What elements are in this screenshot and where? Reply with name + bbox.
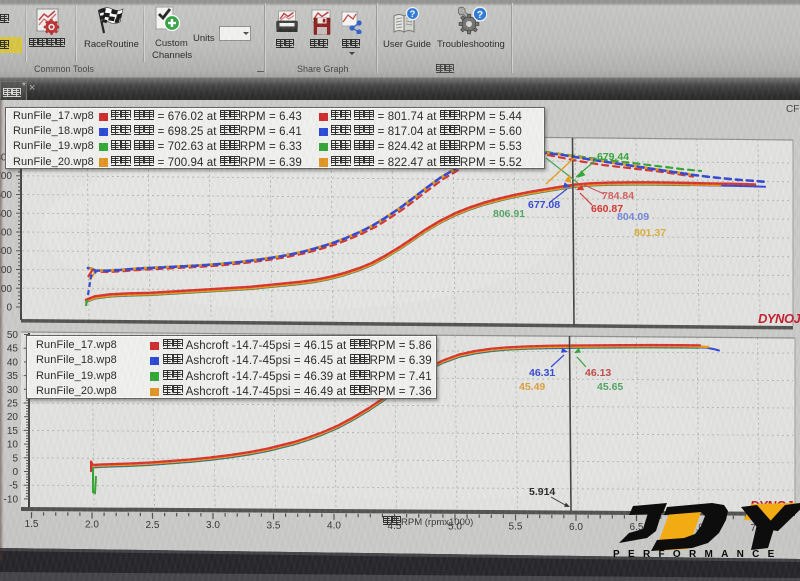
svg-text:300: 300 <box>0 246 12 257</box>
svg-text:46.13: 46.13 <box>585 367 611 379</box>
svg-text:6.5: 6.5 <box>630 522 644 533</box>
svg-text:2.5: 2.5 <box>146 520 160 531</box>
svg-text:PERFORMANCE: PERFORMANCE <box>613 549 783 560</box>
svg-text:35: 35 <box>7 371 19 382</box>
svg-text:806.91: 806.91 <box>493 208 525 220</box>
svg-text:-5: -5 <box>9 481 18 492</box>
svg-text:7.0: 7.0 <box>690 523 704 534</box>
svg-text:0: 0 <box>6 303 12 314</box>
svg-text:3.5: 3.5 <box>267 520 281 531</box>
svg-text:400: 400 <box>0 228 12 239</box>
svg-text:-10: -10 <box>4 494 19 505</box>
svg-text:500: 500 <box>0 209 12 220</box>
svg-text:30: 30 <box>7 385 19 396</box>
svg-text:?: ? <box>477 9 483 21</box>
svg-text:1.5: 1.5 <box>25 519 39 530</box>
svg-text:801.37: 801.37 <box>634 227 666 239</box>
svg-text:804.09: 804.09 <box>617 211 649 223</box>
svg-text:200: 200 <box>0 265 12 276</box>
svg-text:5.5: 5.5 <box>509 522 523 533</box>
svg-text:4.5: 4.5 <box>388 521 402 532</box>
svg-text:50: 50 <box>7 330 19 341</box>
svg-text:700: 700 <box>0 171 12 182</box>
svg-text:3.0: 3.0 <box>206 520 220 531</box>
svg-text:45.49: 45.49 <box>519 381 545 393</box>
svg-text:20: 20 <box>7 412 19 423</box>
svg-text:679.44: 679.44 <box>597 151 629 163</box>
svg-text:784.84: 784.84 <box>602 190 634 202</box>
svg-text:600: 600 <box>0 190 12 201</box>
svg-text:5.0: 5.0 <box>448 521 462 532</box>
svg-text:6.0: 6.0 <box>569 522 583 533</box>
svg-text:5.914: 5.914 <box>529 486 555 498</box>
svg-text:40: 40 <box>7 357 19 368</box>
svg-text:2.0: 2.0 <box>85 520 99 531</box>
svg-text:100: 100 <box>0 284 12 295</box>
svg-text:677.08: 677.08 <box>528 199 560 211</box>
svg-text:46.31: 46.31 <box>529 367 555 379</box>
svg-text:4.0: 4.0 <box>327 521 341 532</box>
svg-text:DYNOJ: DYNOJ <box>758 311 800 326</box>
svg-text:660.87: 660.87 <box>591 203 623 215</box>
svg-text:15: 15 <box>7 426 19 437</box>
svg-text:25: 25 <box>7 399 19 410</box>
svg-text:0: 0 <box>12 467 18 478</box>
svg-text:45: 45 <box>7 344 19 355</box>
svg-text:10: 10 <box>7 440 19 451</box>
svg-text:5: 5 <box>12 453 18 464</box>
svg-text:?: ? <box>410 9 416 20</box>
svg-text:45.65: 45.65 <box>597 381 623 393</box>
